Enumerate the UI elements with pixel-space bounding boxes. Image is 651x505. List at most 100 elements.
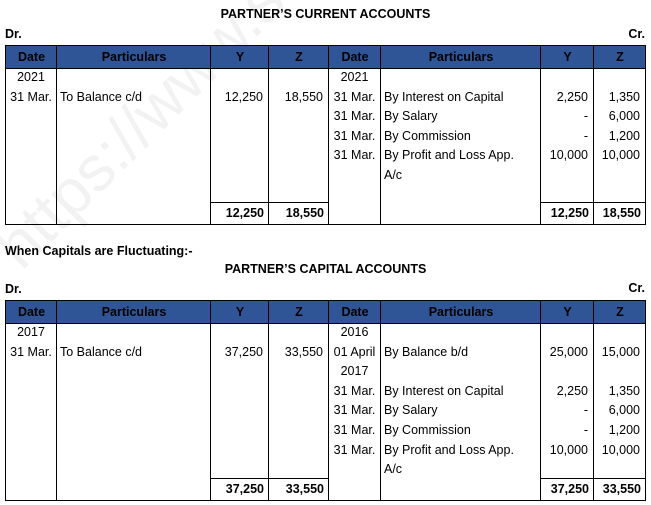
cell-date: 31 Mar. — [10, 89, 52, 104]
cell-date: 31 Mar. — [333, 442, 376, 457]
total-rule — [593, 202, 646, 203]
total-left-z: 33,550 — [285, 482, 324, 496]
cell-date: 31 Mar. — [333, 109, 376, 124]
column-divider — [540, 46, 541, 224]
header-row — [6, 46, 645, 69]
cell-z: 1,350 — [608, 89, 640, 104]
left-z-column: 33,550 — [269, 323, 328, 362]
capital-accounts-table: Date Particulars Y Z Date Particulars Y Z 2017 31… — [5, 300, 646, 501]
cell-particulars: A/c — [384, 167, 403, 182]
current-accounts-table: Date Particulars Y Z Date Particulars Y Z 2021 31… — [5, 45, 646, 225]
header-particulars: Particulars — [101, 305, 167, 319]
cell-particulars: By Interest on Capital — [384, 89, 504, 104]
current-accounts-title: PARTNER’S CURRENT ACCOUNTS — [220, 7, 431, 21]
cell-z: 6,000 — [608, 109, 640, 124]
right-particulars-column: By Balance b/d By Interest on Capital By S… — [381, 323, 540, 480]
cell-z — [594, 362, 645, 382]
cell-y: 2,250 — [556, 383, 588, 398]
header-z: Z — [616, 305, 624, 319]
right-y-column: 2,250 - - 10,000 — [541, 68, 593, 166]
cell-particulars: By Salary — [384, 403, 438, 418]
cell-z: 18,550 — [284, 89, 323, 104]
cell-particulars: By Commission — [384, 422, 471, 437]
cell-particulars — [57, 323, 210, 343]
column-divider — [268, 301, 269, 500]
cell-z: 10,000 — [601, 148, 640, 163]
cell-z: 1,350 — [608, 383, 640, 398]
cell-y: 10,000 — [549, 442, 588, 457]
cell-particulars: By Profit and Loss App. — [384, 148, 514, 163]
left-y-column: 37,250 — [211, 323, 268, 362]
cell-y — [211, 323, 268, 343]
cell-y: - — [583, 422, 588, 437]
dr-label: Dr. — [5, 27, 22, 41]
header-date: Date — [341, 305, 369, 319]
cell-y: 37,250 — [224, 344, 263, 359]
cell-z — [594, 68, 645, 88]
cell-y: - — [583, 403, 588, 418]
header-particulars: Particulars — [428, 305, 494, 319]
column-divider — [210, 46, 211, 224]
column-divider — [380, 46, 381, 224]
total-rule — [593, 478, 646, 479]
total-right-z: 33,550 — [602, 482, 641, 496]
total-left-y: 12,250 — [225, 206, 264, 220]
cell-date: 2017 — [17, 325, 45, 339]
cell-particulars — [381, 68, 540, 88]
total-left-z: 18,550 — [285, 206, 324, 220]
total-right-y: 37,250 — [550, 482, 589, 496]
cell-date: 31 Mar. — [333, 383, 376, 398]
left-particulars-column: To Balance c/d — [57, 323, 210, 362]
left-date-column: 2021 31 Mar. — [6, 68, 56, 107]
total-left-y: 37,250 — [225, 482, 264, 496]
total-rule — [540, 202, 594, 203]
cell-date: 31 Mar. — [10, 344, 52, 359]
total-right-y: 12,250 — [550, 206, 589, 220]
cell-y — [211, 68, 268, 88]
cell-z: 1,200 — [608, 422, 640, 437]
header-particulars: Particulars — [428, 50, 494, 64]
header-z: Z — [295, 50, 303, 64]
right-y-column: 25,000 2,250 - - 10,000 — [541, 323, 593, 460]
right-particulars-column: By Interest on Capital By Salary By Commis… — [381, 68, 540, 186]
cell-date: 2021 — [17, 70, 45, 84]
column-divider — [328, 301, 329, 500]
total-rule — [540, 478, 594, 479]
cell-particulars — [57, 68, 210, 88]
cell-particulars: By Salary — [384, 109, 438, 124]
cell-particulars: By Balance b/d — [384, 344, 469, 359]
cell-z — [269, 68, 328, 88]
cell-date: 31 Mar. — [333, 128, 376, 143]
total-rule — [210, 202, 269, 203]
column-divider — [210, 301, 211, 500]
left-date-column: 2017 31 Mar. — [6, 323, 56, 362]
header-date: Date — [341, 50, 369, 64]
cell-z: 1,200 — [608, 128, 640, 143]
cell-particulars: By Interest on Capital — [384, 383, 504, 398]
left-particulars-column: To Balance c/d — [57, 68, 210, 107]
column-divider — [380, 301, 381, 500]
header-y: Y — [563, 305, 572, 319]
dr-label: Dr. — [5, 282, 22, 296]
cell-particulars: By Profit and Loss App. — [384, 442, 514, 457]
cr-label: Cr. — [628, 27, 645, 41]
cell-z — [594, 323, 645, 343]
column-divider — [540, 301, 541, 500]
header-y: Y — [235, 50, 245, 64]
total-rule — [268, 202, 329, 203]
cell-y: 25,000 — [549, 344, 588, 359]
right-z-column: 15,000 1,350 6,000 1,200 10,000 — [594, 323, 645, 460]
header-y: Y — [563, 50, 572, 64]
cell-y: - — [583, 109, 588, 124]
cell-date: 2021 — [340, 70, 369, 84]
column-divider — [593, 301, 594, 500]
header-date: Date — [17, 305, 46, 319]
left-z-column: 18,550 — [269, 68, 328, 107]
cell-particulars — [381, 362, 540, 382]
total-rule — [210, 478, 269, 479]
header-particulars: Particulars — [101, 50, 167, 64]
section-heading: When Capitals are Fluctuating:- — [5, 244, 193, 258]
cell-y — [541, 323, 593, 343]
cell-date: 31 Mar. — [333, 422, 376, 437]
cell-particulars: To Balance c/d — [60, 344, 142, 359]
